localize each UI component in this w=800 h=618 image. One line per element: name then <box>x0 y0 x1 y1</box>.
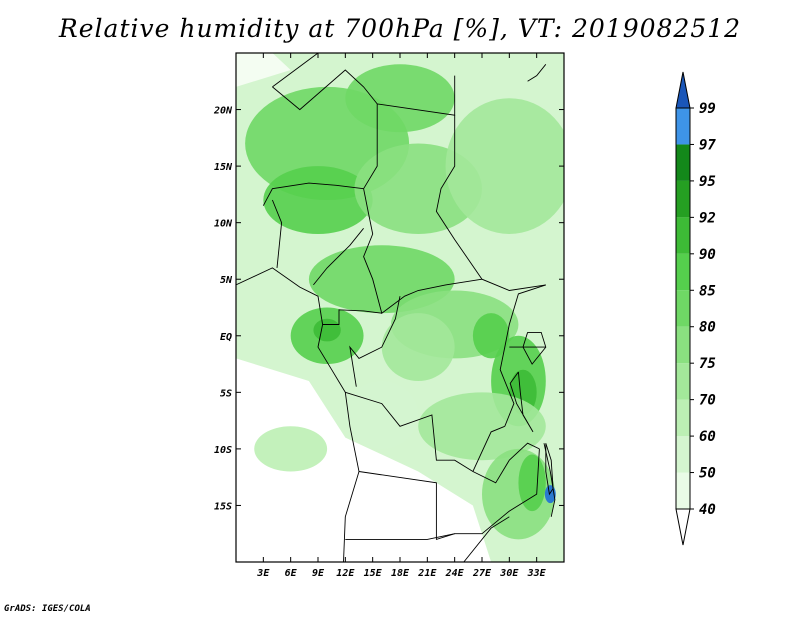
colorbar-min-arrow <box>675 508 691 546</box>
border-line <box>271 199 283 268</box>
colorbar-segment <box>676 436 690 473</box>
country-borders <box>236 53 556 562</box>
lat-tick-label: EQ <box>220 332 232 343</box>
colorbar-label: 70 <box>699 393 716 409</box>
colorbar-segment <box>676 290 690 327</box>
colorbar-segment <box>676 399 690 437</box>
humidity-patch <box>345 64 455 133</box>
lat-tick-label: 20N <box>213 106 233 117</box>
border-line <box>463 516 510 562</box>
border-line <box>435 115 546 291</box>
lat-tick-label: 5N <box>220 275 233 286</box>
colorbar-segment <box>676 363 690 400</box>
latitude-axis: 20N 15N 10N 5N EQ 5S 10S 15S <box>213 106 564 512</box>
humidity-patch <box>518 454 546 512</box>
colorbar-label: 40 <box>699 502 716 518</box>
colorbar-segment <box>676 326 690 364</box>
humidity-patch <box>254 426 328 472</box>
colorbar-frame <box>675 107 691 510</box>
lon-tick-label: 9E <box>312 568 325 579</box>
lon-tick-label: 3E <box>256 568 270 579</box>
colorbar-label: 50 <box>699 466 716 482</box>
colorbar-label: 97 <box>699 137 716 153</box>
border-line <box>345 533 455 540</box>
humidity-patch <box>263 166 373 234</box>
border-line <box>236 267 360 562</box>
lon-tick-label: 21E <box>417 568 437 579</box>
dry-region <box>236 358 492 562</box>
humidity-patch <box>381 313 455 382</box>
humidity-patch <box>313 318 341 342</box>
border-line <box>499 284 546 427</box>
lon-tick-label: 30E <box>499 568 519 579</box>
colorbar-label: 75 <box>699 356 716 372</box>
dry-region-north <box>236 53 291 87</box>
humidity-patch <box>418 392 546 461</box>
colorbar-segment <box>676 180 690 218</box>
lon-tick-label: 6E <box>285 568 298 579</box>
border-line <box>272 53 319 88</box>
lon-tick-label: 18E <box>391 568 410 579</box>
colorbar-segment <box>676 253 690 291</box>
lat-tick-label: 15S <box>214 501 232 512</box>
border-line <box>313 228 364 286</box>
colorbar-segment <box>676 472 690 509</box>
humidity-field <box>236 53 564 562</box>
border-line <box>322 309 382 325</box>
lat-tick-label: 15N <box>214 162 233 173</box>
humidity-patch <box>308 245 455 314</box>
colorbar-label: 80 <box>699 320 716 336</box>
colorbar-segment <box>676 144 690 181</box>
colorbar-label: 90 <box>699 247 716 263</box>
border-line <box>509 371 534 433</box>
border-line <box>472 442 540 484</box>
lat-tick-label: 5S <box>220 388 232 399</box>
lat-tick-label: 10N <box>214 219 233 230</box>
humidity-patch <box>345 381 419 449</box>
humidity-patch <box>472 313 510 359</box>
lon-tick-label: 33E <box>527 568 547 579</box>
colorbar-label: 92 <box>699 210 716 226</box>
colorbar-label: 60 <box>699 429 716 445</box>
humidity-patch <box>445 98 564 234</box>
border-line <box>262 182 364 206</box>
border-line <box>272 69 378 189</box>
lon-tick-label: 12E <box>336 568 355 579</box>
colorbar-label: 85 <box>699 283 716 299</box>
grads-credit: GrADS: IGES/COLA <box>4 604 91 614</box>
border-line <box>527 64 547 82</box>
map-title: Relative humidity at 700hPa [%], VT: 201… <box>58 14 742 43</box>
lon-tick-label: 24E <box>445 568 465 579</box>
colorbar-max-arrow <box>675 71 691 109</box>
border-line <box>363 188 483 314</box>
lat-tick-label: 10S <box>214 445 232 456</box>
colorbar-legend: 40 50 60 70 75 80 85 90 92 95 97 99 <box>675 71 716 546</box>
border-line <box>349 296 401 387</box>
colorbar-label: 99 <box>699 101 716 117</box>
border-line <box>345 391 505 473</box>
lon-tick-label: 15E <box>364 568 383 579</box>
border-line <box>545 443 554 496</box>
colorbar-label: 95 <box>699 174 716 190</box>
border-line <box>522 331 547 365</box>
longitude-axis: 3E 6E 9E 12E 15E 18E 21E 24E 27E 30E 33E <box>256 53 547 579</box>
border-line <box>358 448 540 541</box>
colorbar-segment <box>676 217 690 254</box>
lon-tick-label: 27E <box>472 568 492 579</box>
colorbar-segment <box>676 108 690 145</box>
